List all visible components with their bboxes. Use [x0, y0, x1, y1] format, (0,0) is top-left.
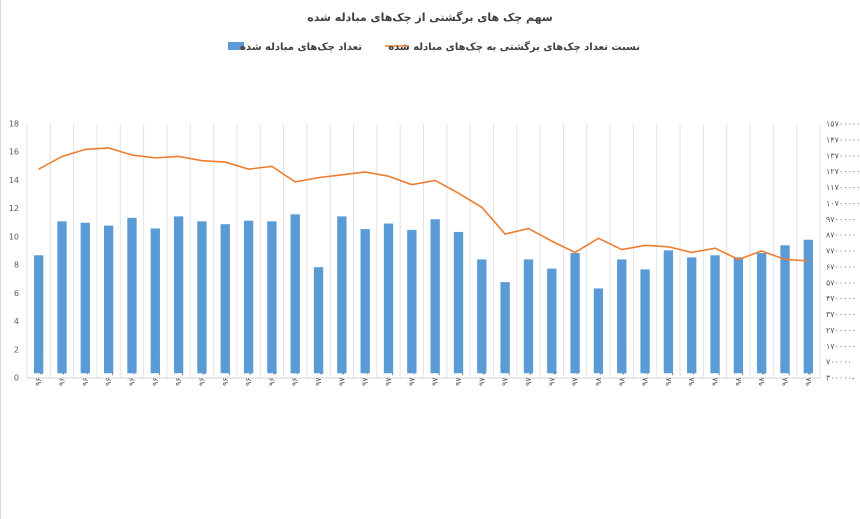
y2-tick-label: ۱۰۷۰۰۰۰۰	[826, 199, 860, 208]
x-tick-label: مهر ۹۶	[174, 362, 183, 386]
bar	[127, 217, 137, 374]
bar	[640, 269, 650, 374]
x-tick-label: تیر ۹۷	[384, 366, 393, 386]
bar	[687, 257, 697, 374]
bar	[220, 224, 230, 374]
y2-tick-label: ۱۷۰۰۰۰۰	[826, 342, 856, 351]
y-tick-label: 18	[9, 120, 19, 129]
y-tick-label: 14	[9, 176, 19, 185]
bar	[57, 221, 67, 374]
bar	[197, 221, 207, 374]
bar	[477, 259, 487, 374]
legend-label: نسبت تعداد چک‌های برگشتی به چک‌های مبادل…	[388, 40, 640, 53]
bar	[337, 216, 347, 374]
y2-tick-label: ۸۷۰۰۰۰۰	[826, 231, 856, 240]
bar	[523, 259, 534, 374]
y2-tick-label: ۴۷۰۰۰۰۰	[826, 294, 856, 303]
y2-tick-label: ۹۷۰۰۰۰۰	[826, 215, 856, 224]
y2-tick-label: ۳۰۰۰۰۰-	[826, 374, 855, 383]
y2-tick-label: ۳۷۰۰۰۰۰	[826, 310, 856, 319]
y2-tick-label: ۱۵۷۰۰۰۰۰	[826, 120, 860, 129]
bar	[757, 253, 767, 374]
bar	[780, 245, 790, 374]
y2-tick-label: ۶۷۰۰۰۰۰	[826, 262, 856, 271]
y2-tick-label: ۱۱۷۰۰۰۰۰	[826, 183, 860, 192]
legend-label: تعداد چک‌های مبادله شده	[240, 42, 362, 53]
x-tick-label: آبان ۹۷	[476, 361, 486, 386]
y2-tick-label: ۱۳۷۰۰۰۰۰	[826, 151, 860, 160]
bar	[547, 268, 557, 374]
y-tick-label: 2	[14, 345, 19, 354]
bar	[453, 231, 464, 374]
x-tick-label: مهر ۹۷	[454, 362, 463, 386]
bar	[243, 220, 254, 374]
bar	[407, 229, 417, 374]
bar	[617, 259, 627, 374]
x-tick-label: تیر ۹۸	[664, 366, 673, 386]
y-tick-label: 10	[9, 232, 19, 241]
bar	[710, 255, 720, 374]
bar	[430, 219, 440, 374]
x-tick-label: تیر ۹۶	[104, 366, 113, 386]
bar	[150, 228, 160, 374]
y-tick-label: 16	[9, 148, 19, 157]
bar	[80, 222, 90, 374]
line	[38, 147, 809, 262]
bar	[33, 255, 44, 374]
bar	[663, 250, 674, 374]
legend-swatch	[228, 42, 244, 50]
bar	[360, 229, 370, 374]
bar	[593, 288, 604, 374]
x-tick-label: آذر ۹۷	[500, 364, 510, 386]
y-tick-label: 12	[9, 204, 19, 213]
y2-tick-label: ۷۷۰۰۰۰۰	[826, 247, 856, 256]
bar	[383, 223, 394, 374]
y-tick-label: 6	[14, 289, 19, 298]
bar	[803, 239, 814, 374]
bar	[570, 253, 580, 374]
y2-tick-label: ۱۴۷۰۰۰۰۰	[826, 135, 860, 144]
x-tick-label: دی ۹۷	[524, 365, 533, 386]
y-tick-label: 8	[14, 261, 19, 270]
y2-tick-label: ۵۷۰۰۰۰۰	[826, 278, 856, 287]
y2-tick-label: ۱۲۷۰۰۰۰۰	[826, 167, 860, 176]
x-tick-label: آبان ۹۶	[196, 361, 206, 386]
x-tick-label: آذر ۹۸	[780, 364, 790, 386]
x-tick-label: دی ۹۶	[244, 365, 253, 386]
bar	[290, 214, 300, 374]
y-tick-label: 0	[14, 374, 19, 383]
y2-tick-label: ۲۷۰۰۰۰۰	[826, 326, 856, 335]
bar	[173, 216, 184, 374]
x-tick-label: مهر ۹۸	[734, 362, 743, 386]
x-tick-label: آبان ۹۸	[756, 361, 766, 386]
y2-tick-label: ۷۰۰۰۰۰	[826, 358, 852, 367]
bar	[500, 282, 510, 374]
chart-title: سهم چک های برگشتی از چک‌های مبادله شده	[307, 11, 552, 24]
x-tick-label: آذر ۹۶	[220, 364, 230, 386]
bar	[313, 267, 324, 374]
bar	[267, 221, 277, 374]
y-tick-label: 4	[14, 317, 19, 326]
bar	[733, 257, 744, 374]
bar	[103, 225, 114, 374]
